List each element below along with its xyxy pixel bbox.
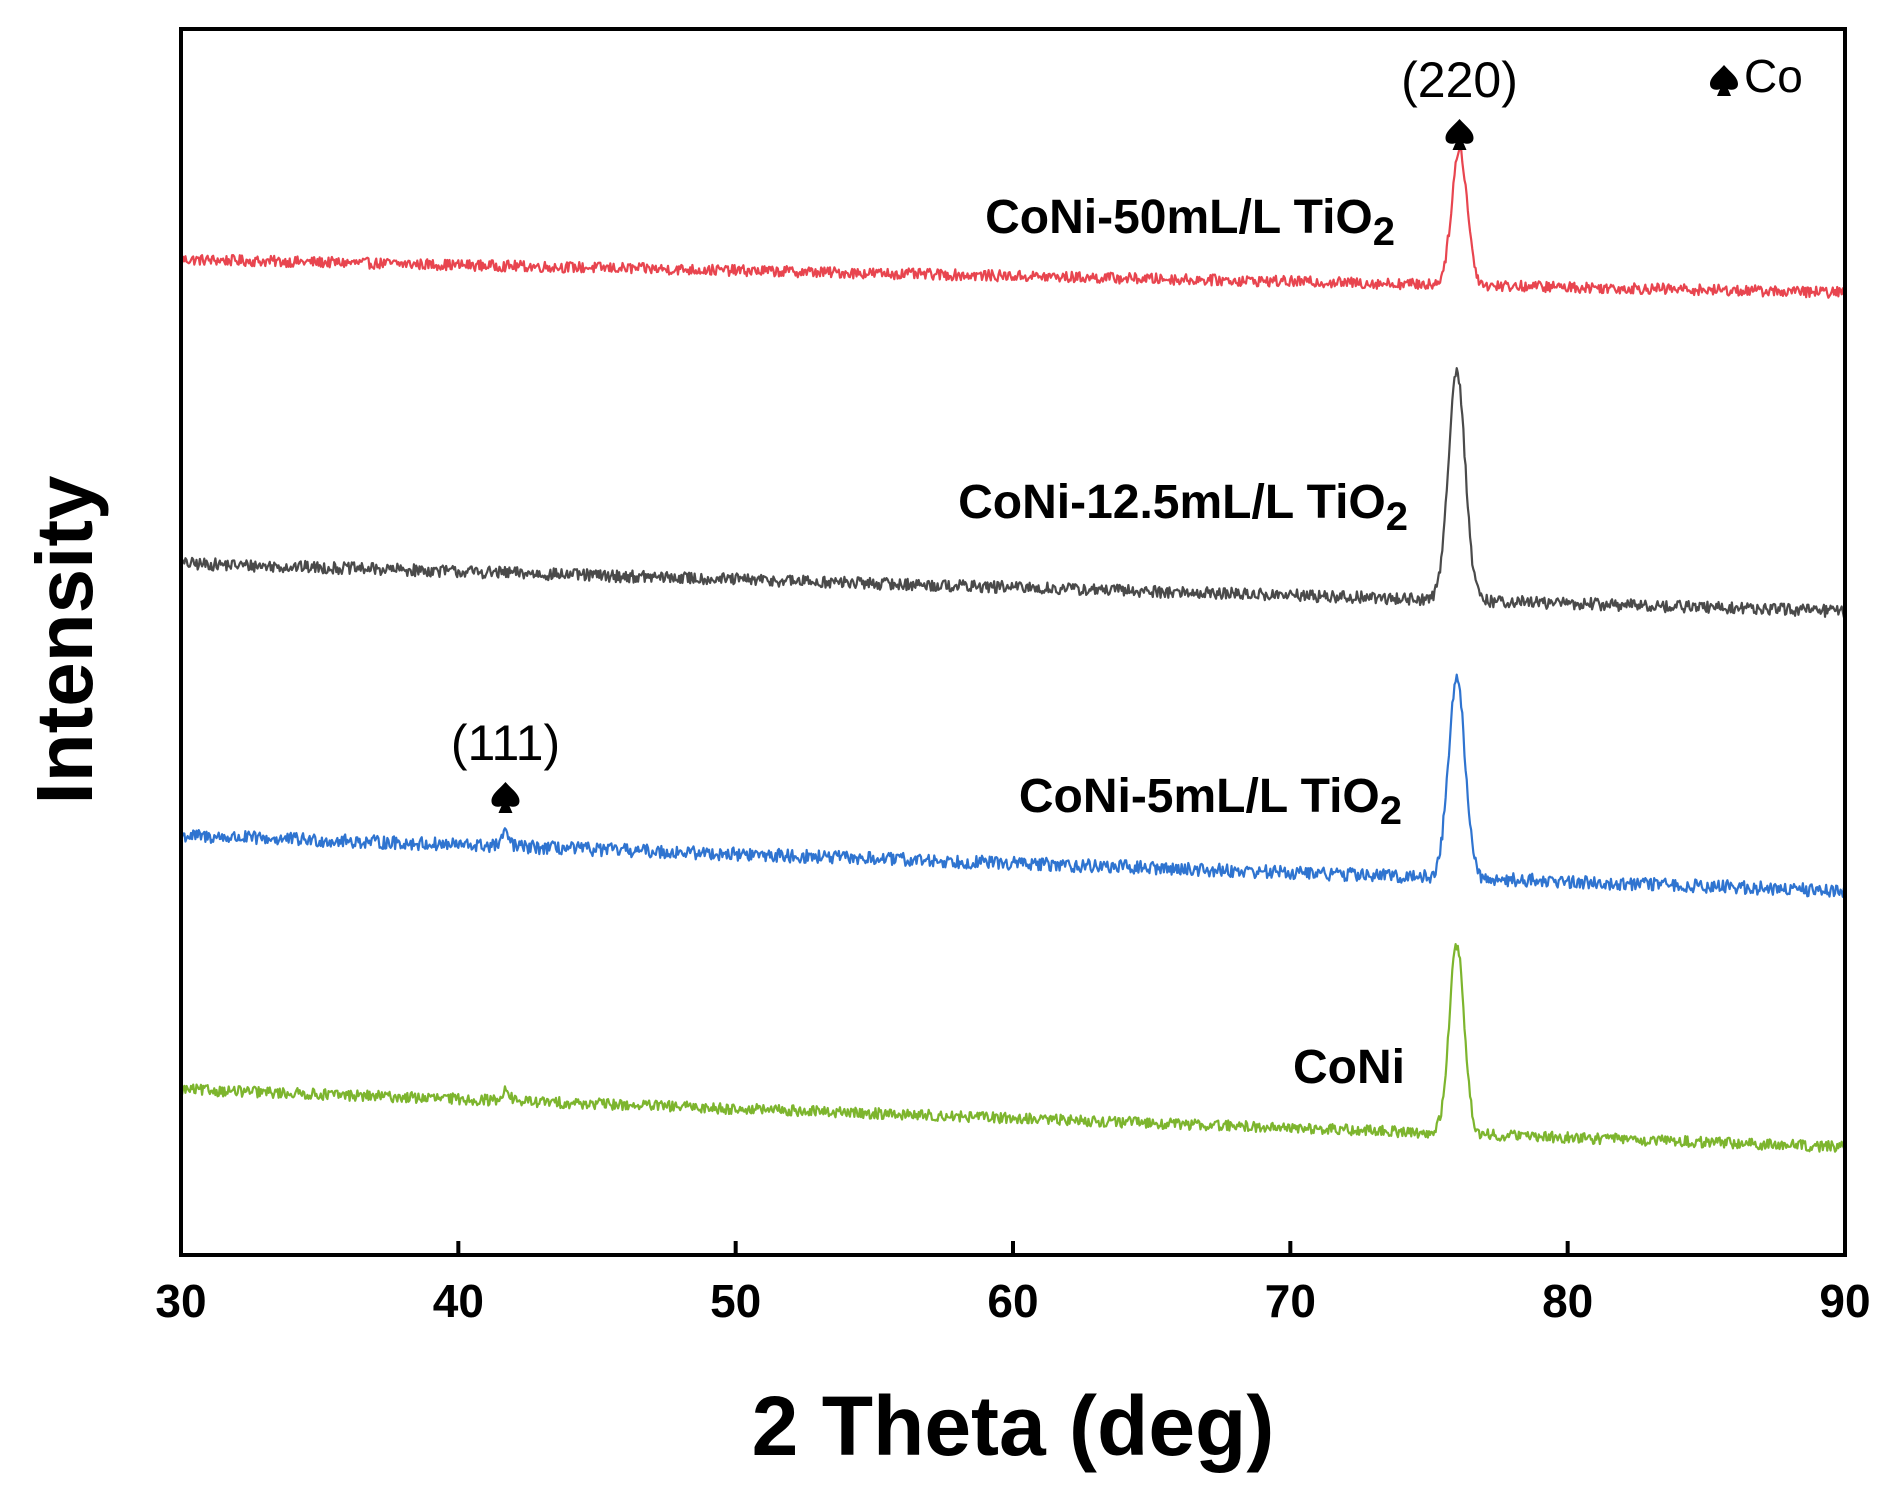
spade-marker-icon: [491, 782, 520, 813]
x-tick-label: 60: [987, 1275, 1038, 1327]
x-tick-label: 30: [155, 1275, 206, 1327]
series-line-1: [179, 147, 1847, 299]
series-label-subscript: 2: [1380, 789, 1402, 833]
series-line-2: [179, 367, 1847, 619]
x-tick-label: 40: [433, 1275, 484, 1327]
series-line-3: [180, 673, 1847, 898]
x-axis-ticks: 30 40 50 60 70 80 90: [155, 1241, 1871, 1327]
series-label-main: CoNi: [1293, 1041, 1405, 1094]
x-tick-label: 80: [1542, 1275, 1593, 1327]
x-tick-label: 90: [1819, 1275, 1870, 1327]
series-label-subscript: 2: [1373, 210, 1395, 254]
spade-legend-icon: [1710, 65, 1738, 96]
series-label-main: CoNi-12.5mL/L TiO: [958, 476, 1386, 529]
x-axis-title: 2 Theta (deg): [752, 1379, 1275, 1473]
series-label-1: CoNi-50mL/L TiO2: [985, 191, 1395, 254]
series-label-4: CoNi: [1293, 1041, 1405, 1094]
series-label-2: CoNi-12.5mL/L TiO2: [958, 476, 1408, 539]
series-line-4: [179, 942, 1847, 1153]
x-tick-label: 50: [710, 1275, 761, 1327]
spade-marker-icon: [1445, 119, 1474, 150]
x-tick-label: 70: [1265, 1275, 1316, 1327]
peak-annotation-label: (220): [1401, 52, 1518, 108]
series-label-main: CoNi-50mL/L TiO: [985, 191, 1373, 244]
series-label-3: CoNi-5mL/L TiO2: [1019, 770, 1402, 833]
legend: Co: [1710, 50, 1803, 102]
series-label-main: CoNi-5mL/L TiO: [1019, 770, 1380, 823]
peak-annotations: (220) (111): [451, 52, 1518, 813]
legend-text: Co: [1744, 50, 1803, 102]
y-axis-title: Intensity: [20, 475, 109, 804]
plot-area: [179, 147, 1847, 1153]
series-label-subscript: 2: [1386, 495, 1408, 539]
peak-annotation-label: (111): [451, 715, 560, 771]
